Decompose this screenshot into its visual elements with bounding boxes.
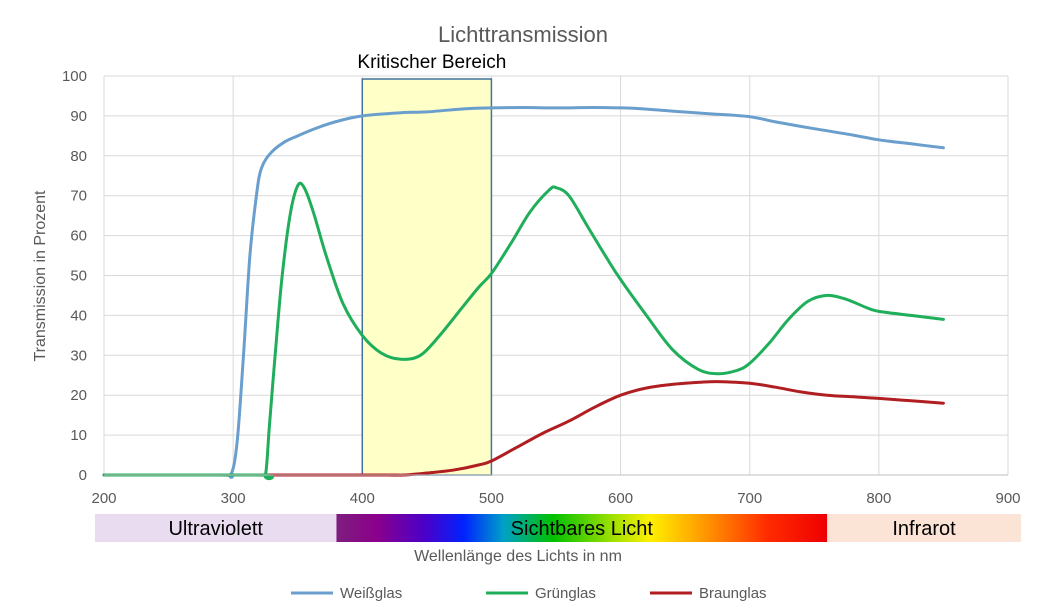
- critical-range-box: [361, 78, 493, 476]
- y-tick-label: 40: [70, 307, 87, 324]
- spectrum-band-3: [827, 514, 1021, 542]
- y-tick-label: 80: [70, 148, 87, 165]
- y-tick-label: 0: [79, 467, 87, 484]
- spectrum-band-2: [336, 514, 828, 542]
- x-tick-label: 400: [350, 490, 375, 507]
- spectrum-bands: Ultraviolett Sichtbares Licht Infrarot: [94, 514, 1021, 542]
- x-tick-label: 800: [866, 490, 891, 507]
- axes: 0 10 20 30 40 50 60 70 80 90 100 200 300 400 500 600 700…: [62, 68, 1021, 507]
- series-line-gruenglas: [102, 181, 945, 481]
- critical-range-label: Kritischer Bereich: [357, 52, 506, 73]
- x-tick-label: 600: [608, 490, 633, 507]
- legend: Weißglas Grünglas Braunglas: [291, 585, 767, 602]
- y-tick-label: 20: [70, 387, 87, 404]
- legend-label-weissglas: Weißglas: [340, 585, 402, 602]
- x-tick-label: 300: [221, 490, 246, 507]
- series-line-weissglas: [102, 106, 945, 479]
- y-tick-label: 30: [70, 347, 87, 364]
- spectrum-band-label: Ultraviolett: [168, 518, 263, 540]
- x-axis-title: Wellenlänge des Lichts in nm: [414, 548, 622, 565]
- x-tick-label: 700: [737, 490, 762, 507]
- x-tick-label: 900: [995, 490, 1020, 507]
- y-tick-label: 60: [70, 228, 87, 245]
- spectrum-band-label: Infrarot: [892, 518, 956, 540]
- x-tick-label: 200: [91, 490, 116, 507]
- series-lines: [102, 106, 945, 481]
- x-tick-label: 500: [479, 490, 504, 507]
- y-tick-label: 90: [70, 108, 87, 125]
- critical-range: Kritischer Bereich: [357, 52, 506, 476]
- legend-label-gruenglas: Grünglas: [535, 585, 596, 602]
- y-axis-title: Transmission in Prozent: [32, 190, 49, 362]
- y-tick-label: 70: [70, 188, 87, 205]
- spectrum-band-label: Sichtbares Licht: [511, 518, 654, 540]
- y-tick-label: 100: [62, 68, 87, 85]
- y-tick-label: 10: [70, 427, 87, 444]
- spectrum-band-1: [94, 514, 337, 542]
- legend-label-braunglas: Braunglas: [699, 585, 767, 602]
- chart-title: Lichttransmission: [438, 22, 608, 47]
- y-tick-label: 50: [70, 268, 87, 285]
